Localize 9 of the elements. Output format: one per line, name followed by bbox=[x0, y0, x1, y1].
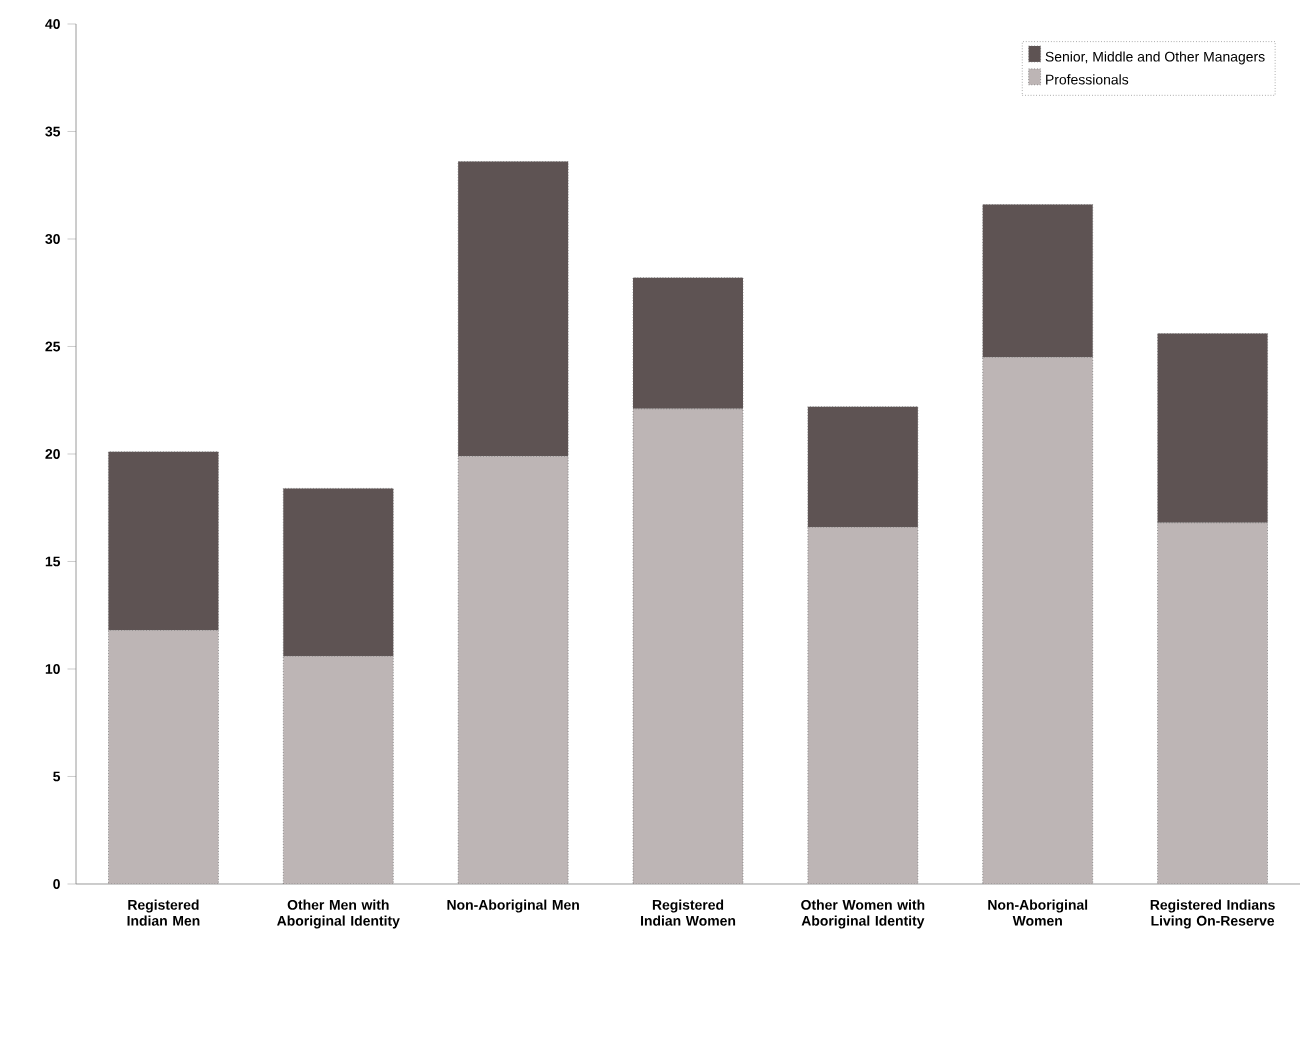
bar bbox=[982, 356, 1094, 884]
bar bbox=[807, 406, 919, 528]
bar bbox=[282, 655, 394, 884]
bar bbox=[282, 488, 394, 657]
bar bbox=[632, 408, 744, 884]
bar bbox=[108, 629, 219, 884]
bar bbox=[457, 455, 569, 884]
bar bbox=[1157, 522, 1268, 884]
bar bbox=[807, 526, 919, 884]
